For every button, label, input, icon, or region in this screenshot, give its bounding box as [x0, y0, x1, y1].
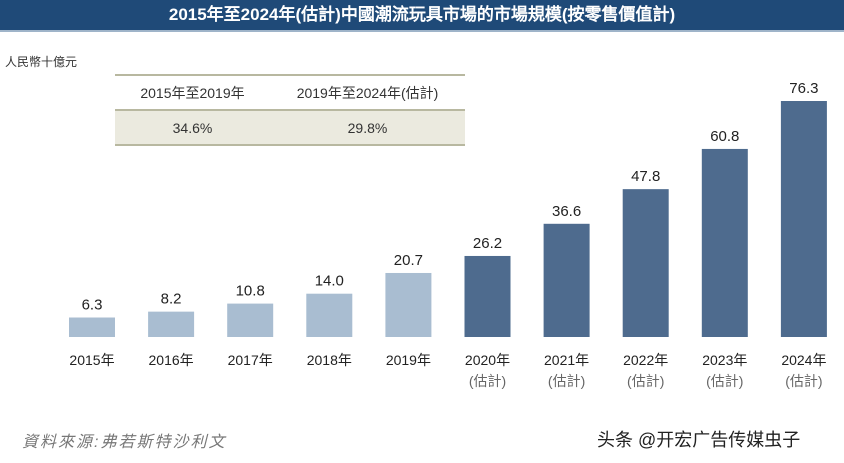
chart-title: 2015年至2024年(估計)中國潮流玩具市場的市場規模(按零售價值計) [0, 0, 844, 32]
data-label: 60.8 [710, 128, 739, 145]
data-label: 8.2 [161, 291, 182, 308]
cagr-table: 2015年至2019年 2019年至2024年(估計) 34.6% 29.8% [115, 74, 465, 146]
x-tick-label: 2017年 [228, 352, 273, 368]
x-tick-label: 2015年 [69, 352, 114, 368]
bar [701, 148, 748, 337]
x-tick-label: 2022年 [623, 352, 668, 368]
cagr-header-row: 2015年至2019年 2019年至2024年(估計) [115, 76, 465, 109]
bar [227, 303, 274, 337]
cagr-value-row: 34.6% 29.8% [115, 109, 465, 144]
x-tick-label: 2018年 [307, 352, 352, 368]
data-label: 20.7 [394, 252, 423, 269]
x-tick-sublabel: (估計) [785, 373, 822, 389]
x-tick-label: 2021年 [544, 352, 589, 368]
data-label: 14.0 [315, 273, 344, 290]
cagr-value: 29.8% [347, 119, 388, 136]
x-tick-label: 2016年 [149, 352, 194, 368]
watermark: 头条 @开宏广告传媒虫子 [597, 430, 801, 450]
x-tick-sublabel: (估計) [469, 373, 506, 389]
bar [622, 189, 669, 337]
y-axis-unit-label: 人民幣十億元 [5, 55, 78, 69]
x-tick-sublabel: (估計) [627, 373, 664, 389]
bar [543, 223, 590, 337]
x-tick-label: 2023年 [702, 352, 747, 368]
bar [306, 293, 353, 337]
cagr-value: 34.6% [172, 119, 213, 136]
data-label: 36.6 [552, 203, 581, 220]
bar [148, 311, 195, 337]
data-label: 10.8 [236, 283, 265, 300]
bar [69, 317, 115, 337]
data-label: 6.3 [82, 297, 103, 314]
bar [464, 255, 511, 337]
data-label: 76.3 [789, 80, 818, 97]
x-tick-sublabel: (估計) [548, 373, 585, 389]
x-tick-label: 2024年 [781, 352, 826, 368]
x-tick-label: 2020年 [465, 352, 510, 368]
cagr-header: 2015年至2019年 [140, 84, 245, 101]
data-label: 26.2 [473, 235, 502, 252]
cagr-header: 2019年至2024年(估計) [296, 84, 439, 101]
data-label: 47.8 [631, 168, 660, 185]
bar [780, 101, 827, 337]
x-tick-label: 2019年 [386, 352, 431, 368]
x-tick-sublabel: (估計) [706, 373, 743, 389]
bar [385, 272, 432, 337]
source-note: 資料來源:弗若斯特沙利文 [22, 434, 227, 451]
